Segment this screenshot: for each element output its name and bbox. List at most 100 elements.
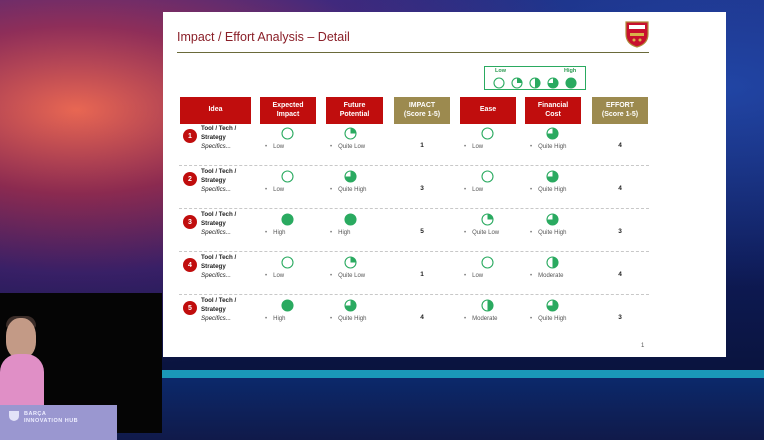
future-rating-icon [344,127,357,140]
ease-label: Moderate [464,316,497,322]
expected-label: Low [265,273,284,279]
future-rating-icon [344,170,357,183]
page-number: 1 [641,343,645,349]
expected-label: Low [265,187,284,193]
cost-rating-icon [546,256,559,269]
podium-text: BARÇA INNOVATION HUB [24,411,79,425]
cost-rating-icon [546,299,559,312]
row-divider [179,208,649,209]
ease-label: Low [464,144,483,150]
title-divider [177,52,649,53]
ease-rating-icon [481,256,494,269]
header-impact: IMPACT (Score 1-5) [394,97,450,124]
legend-level-4-icon [565,76,577,94]
speaker-body [0,354,44,414]
rating-legend: Low High [484,66,586,90]
idea-title: Tool / Tech / Strategy [201,297,237,313]
cost-rating-icon [546,170,559,183]
ease-label: Low [464,273,483,279]
cost-label: Quite High [530,316,566,322]
expected-label: High [265,316,285,322]
speaker-head [6,318,36,358]
legend-level-2-icon [529,76,541,94]
row-number-badge: 1 [183,129,197,143]
effort-score: 4 [618,142,622,149]
barca-crest-icon [9,411,19,421]
idea-title: Tool / Tech / Strategy [201,168,237,184]
row-number-badge: 3 [183,215,197,229]
future-rating-icon [344,256,357,269]
legend-high-label: High [564,68,577,74]
future-rating-icon [344,213,357,226]
future-label: Quite Low [330,144,365,150]
stage-light-strip [0,370,764,378]
effort-score: 3 [618,228,622,235]
header-financial: Financial Cost [525,97,581,124]
ease-rating-icon [481,170,494,183]
expected-label: High [265,230,285,236]
header-ease: Ease [460,97,516,124]
row-number-badge: 2 [183,172,197,186]
expected-rating-icon [281,256,294,269]
impact-score: 5 [420,228,424,235]
cost-rating-icon [546,127,559,140]
presentation-slide: Impact / Effort Analysis – Detail Low Hi… [163,12,726,357]
row-divider [179,294,649,295]
idea-specifics: Specifics... [201,314,231,322]
effort-score: 4 [618,185,622,192]
club-crest-icon [625,21,649,48]
slide-title: Impact / Effort Analysis – Detail [177,30,350,44]
ease-rating-icon [481,127,494,140]
legend-level-0-icon [493,76,505,94]
header-effort: EFFORT (Score 1-5) [592,97,648,124]
future-rating-icon [344,299,357,312]
idea-title: Tool / Tech / Strategy [201,254,237,270]
legend-icons [493,76,577,94]
legend-low-label: Low [495,68,506,74]
header-expected: Expected Impact [260,97,316,124]
expected-rating-icon [281,127,294,140]
idea-specifics: Specifics... [201,142,231,150]
effort-score: 4 [618,271,622,278]
cost-label: Quite High [530,144,566,150]
cost-label: Quite High [530,187,566,193]
header-idea: Idea [180,97,251,124]
ease-label: Low [464,187,483,193]
cost-rating-icon [546,213,559,226]
cost-label: Quite High [530,230,566,236]
effort-score: 3 [618,314,622,321]
ease-rating-icon [481,299,494,312]
impact-score: 1 [420,142,424,149]
impact-score: 4 [420,314,424,321]
legend-level-1-icon [511,76,523,94]
expected-rating-icon [281,170,294,183]
header-future: Future Potential [326,97,383,124]
idea-title: Tool / Tech / Strategy [201,211,237,227]
expected-rating-icon [281,299,294,312]
row-number-badge: 5 [183,301,197,315]
podium: BARÇA INNOVATION HUB [0,405,117,440]
idea-cell: Tool / Tech / Strategy Specifics... [201,125,236,152]
row-number-badge: 4 [183,258,197,272]
future-label: Quite Low [330,273,365,279]
ease-rating-icon [481,213,494,226]
future-label: Quite High [330,316,366,322]
future-label: High [330,230,350,236]
idea-cell: Tool / Tech / Strategy Specifics... [201,254,236,281]
legend-level-3-icon [547,76,559,94]
row-divider [179,251,649,252]
impact-score: 3 [420,185,424,192]
idea-specifics: Specifics... [201,271,231,279]
row-divider [179,165,649,166]
idea-cell: Tool / Tech / Strategy Specifics... [201,211,236,238]
impact-score: 1 [420,271,424,278]
expected-rating-icon [281,213,294,226]
idea-cell: Tool / Tech / Strategy Specifics... [201,168,236,195]
cost-label: Moderate [530,273,563,279]
idea-specifics: Specifics... [201,228,231,236]
